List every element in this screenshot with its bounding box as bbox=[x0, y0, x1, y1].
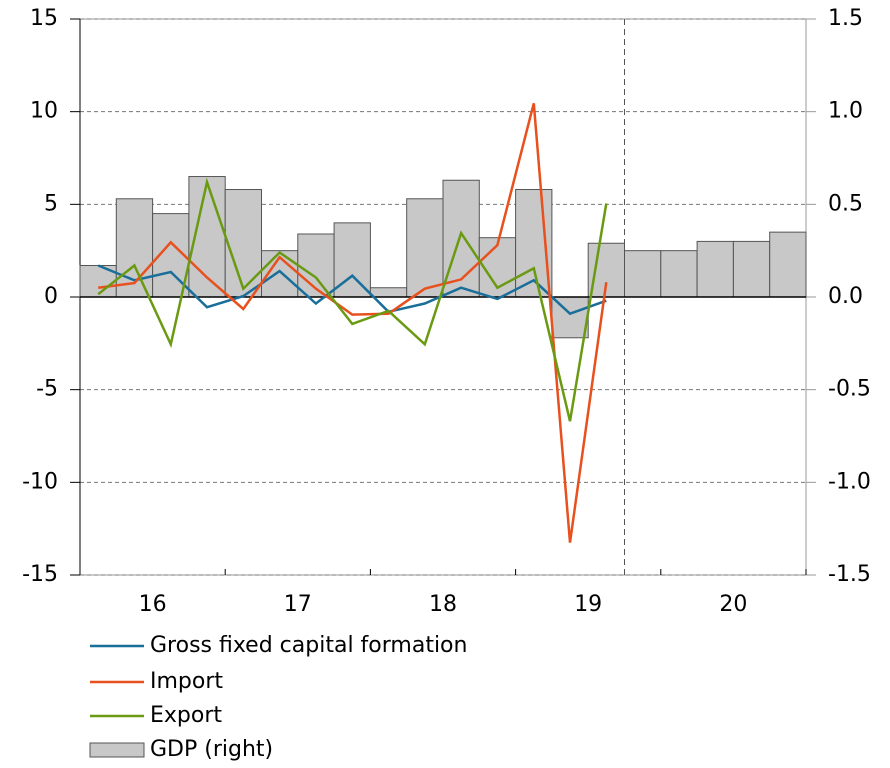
bar bbox=[406, 198, 444, 298]
bar bbox=[696, 240, 734, 298]
bar bbox=[224, 189, 262, 298]
y2-tick-label: 0.5 bbox=[828, 191, 863, 216]
legend-label: Import bbox=[150, 669, 223, 694]
y2-tick-label: -1.0 bbox=[828, 469, 871, 494]
y2-tick-label: 1.5 bbox=[828, 6, 863, 31]
bar bbox=[369, 287, 408, 298]
legend-label: GDP (right) bbox=[150, 737, 273, 762]
y2-tick-label: -1.5 bbox=[828, 562, 871, 587]
x-tick-label: 18 bbox=[429, 592, 457, 617]
line-series bbox=[97, 177, 608, 422]
y-tick-label: 0 bbox=[44, 284, 58, 309]
y-tick-label: 15 bbox=[30, 6, 58, 31]
x-tick-label: 17 bbox=[284, 592, 312, 617]
x-tick-label: 20 bbox=[719, 592, 747, 617]
bar bbox=[624, 250, 662, 298]
bar bbox=[732, 240, 771, 298]
line-series bbox=[98, 102, 608, 543]
y-tick-label: -10 bbox=[22, 469, 58, 494]
x-tick-label: 16 bbox=[139, 592, 167, 617]
y-tick-label: 10 bbox=[30, 99, 58, 124]
bar bbox=[660, 250, 698, 298]
line-series bbox=[97, 264, 607, 316]
bar bbox=[769, 231, 807, 298]
y-tick-label: -15 bbox=[22, 562, 58, 587]
y2-tick-label: 0.0 bbox=[828, 284, 863, 309]
y2-tick-label: 1.0 bbox=[828, 99, 863, 124]
bar bbox=[442, 179, 480, 298]
y-tick-label: -5 bbox=[36, 377, 58, 402]
legend-label: Export bbox=[150, 703, 222, 728]
legend-label: Gross fixed capital formation bbox=[150, 633, 467, 658]
x-tick-label: 19 bbox=[574, 592, 602, 617]
y-tick-label: 5 bbox=[44, 191, 58, 216]
legend-swatch bbox=[89, 742, 145, 758]
y2-tick-label: -0.5 bbox=[828, 377, 871, 402]
